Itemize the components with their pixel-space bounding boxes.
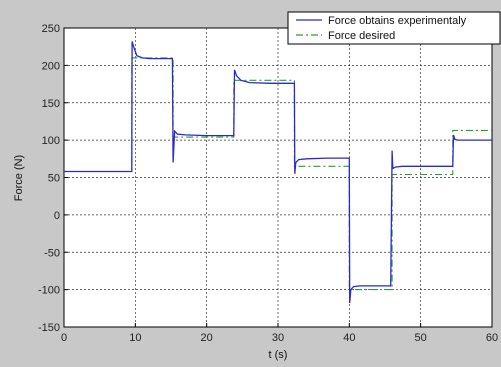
- axis-ticks: 0 10 20 30 40 50 60 -150 -100 -50 0 50 100 150 200 250: [38, 23, 498, 344]
- series-lines: [64, 41, 492, 304]
- y-tick-label: -50: [44, 247, 60, 259]
- y-tick-label: -150: [38, 322, 60, 334]
- x-tick-label: 60: [486, 332, 498, 344]
- series-line-0: [64, 41, 492, 304]
- x-tick-label: 40: [343, 332, 355, 344]
- x-axis-label: t (s): [269, 349, 288, 361]
- y-tick-label: 0: [54, 210, 60, 222]
- y-tick-label: 250: [42, 23, 60, 35]
- y-axis-label: Force (N): [13, 155, 25, 201]
- y-tick-label: 150: [42, 98, 60, 110]
- x-tick-label: 30: [272, 332, 284, 344]
- legend-box: [287, 11, 501, 45]
- x-tick-label: 10: [129, 332, 141, 344]
- legend-label-desired: Force desired: [328, 30, 395, 42]
- legend: Force obtains experimentaly Force desire…: [287, 11, 501, 45]
- legend-label-experimental: Force obtains experimentaly: [328, 15, 467, 27]
- y-tick-label: 100: [42, 135, 60, 147]
- y-tick-label: 200: [42, 60, 60, 72]
- y-tick-label: -100: [38, 285, 60, 297]
- x-tick-label: 50: [415, 332, 427, 344]
- y-tick-label: 50: [48, 173, 60, 185]
- x-tick-label: 0: [61, 332, 67, 344]
- grid-lines: [64, 28, 492, 327]
- x-tick-label: 20: [201, 332, 213, 344]
- series-line-1: [64, 57, 492, 291]
